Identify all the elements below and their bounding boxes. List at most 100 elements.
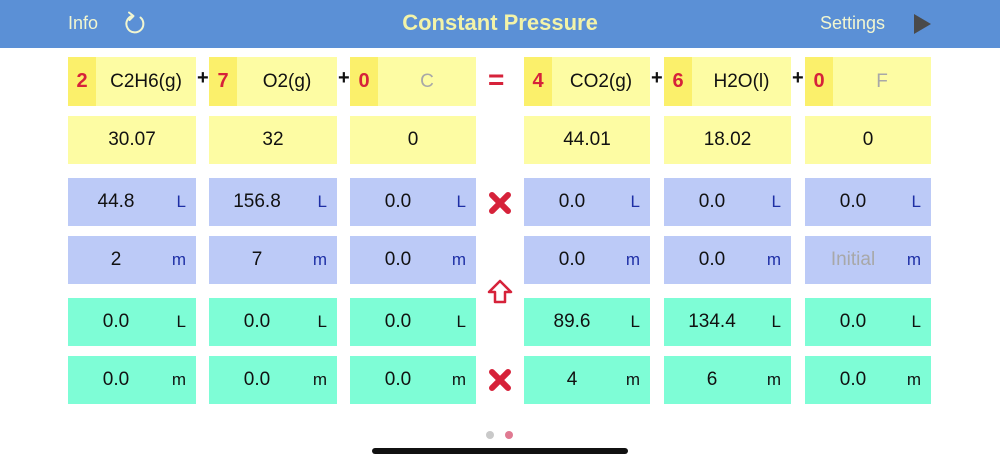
product-3-molar-mass[interactable]: 0: [805, 116, 931, 164]
unit-label: m: [171, 370, 186, 389]
product-2-initial-volume[interactable]: 0.0 L: [664, 178, 791, 226]
product-3-final-volume[interactable]: 0.0 L: [805, 298, 931, 346]
value-text: Initial: [830, 249, 876, 270]
product-2-final-moles[interactable]: 6 m: [664, 356, 791, 404]
unit-label: L: [630, 192, 640, 211]
unit-label: L: [456, 312, 466, 331]
equals-sign: =: [488, 64, 505, 95]
value-text: 0.0: [384, 369, 412, 390]
reactant-1-initial-moles[interactable]: 2 m: [68, 236, 196, 284]
product-1-molar-mass[interactable]: 44.01: [524, 116, 650, 164]
product-3-formula[interactable]: F: [833, 57, 931, 106]
product-1-final-volume[interactable]: 89.6 L: [524, 298, 650, 346]
unit-label: m: [906, 250, 921, 269]
page-dot-2[interactable]: [505, 431, 513, 439]
value-text: 0.0: [839, 191, 867, 212]
unit-label: m: [625, 250, 640, 269]
value-text: 0.0: [839, 369, 867, 390]
unit-label: m: [766, 250, 781, 269]
value-text: 0.0: [102, 311, 130, 332]
unit-label: L: [771, 192, 781, 211]
up-arrow-icon[interactable]: [486, 278, 514, 306]
unit-label: L: [317, 192, 327, 211]
reactant-1-formula[interactable]: C2H6(g): [96, 57, 196, 106]
unit-label: m: [906, 370, 921, 389]
product-1-formula[interactable]: CO2(g): [552, 57, 650, 106]
page-title: Constant Pressure: [402, 10, 598, 35]
product-1-coefficient[interactable]: 4: [524, 57, 552, 106]
unit-label: m: [766, 370, 781, 389]
reactant-1-final-moles[interactable]: 0.0 m: [68, 356, 196, 404]
value-text: 0.0: [558, 191, 586, 212]
refresh-icon[interactable]: [121, 10, 149, 38]
reactant-1-final-volume[interactable]: 0.0 L: [68, 298, 196, 346]
reactant-2-initial-volume[interactable]: 156.8 L: [209, 178, 337, 226]
unit-label: m: [625, 370, 640, 389]
value-text: 0.0: [384, 249, 412, 270]
unit-label: L: [176, 312, 186, 331]
value-text: 44.8: [97, 191, 135, 212]
value-text: 0.0: [102, 369, 130, 390]
reactant-3-coefficient[interactable]: 0: [350, 57, 378, 106]
play-icon[interactable]: [912, 13, 932, 35]
product-1-initial-moles[interactable]: 0.0 m: [524, 236, 650, 284]
reactant-1-coefficient[interactable]: 2: [68, 57, 96, 106]
value-text: 0.0: [384, 311, 412, 332]
unit-label: L: [456, 192, 466, 211]
reactant-3-final-volume[interactable]: 0.0 L: [350, 298, 476, 346]
reactant-3-molar-mass[interactable]: 0: [350, 116, 476, 164]
plus-sign: +: [792, 67, 804, 89]
value-text: 2: [110, 249, 122, 270]
reactant-3-initial-moles[interactable]: 0.0 m: [350, 236, 476, 284]
value-text: 134.4: [688, 311, 736, 332]
reactant-3-formula[interactable]: C: [378, 57, 476, 106]
value-text: 4: [566, 369, 578, 390]
value-text: 7: [251, 249, 263, 270]
plus-sign: +: [338, 67, 350, 89]
unit-label: m: [312, 370, 327, 389]
unit-label: m: [451, 250, 466, 269]
reactant-3-initial-volume[interactable]: 0.0 L: [350, 178, 476, 226]
reactant-1-initial-volume[interactable]: 44.8 L: [68, 178, 196, 226]
product-3-initial-moles[interactable]: Initial m: [805, 236, 931, 284]
product-2-molar-mass[interactable]: 18.02: [664, 116, 791, 164]
x-icon[interactable]: [486, 189, 514, 217]
reactant-2-initial-moles[interactable]: 7 m: [209, 236, 337, 284]
value-text: 89.6: [553, 311, 591, 332]
value-text: 0.0: [243, 369, 271, 390]
product-1-final-moles[interactable]: 4 m: [524, 356, 650, 404]
product-2-final-volume[interactable]: 134.4 L: [664, 298, 791, 346]
reactant-3-final-moles[interactable]: 0.0 m: [350, 356, 476, 404]
page-dot-1[interactable]: [486, 431, 494, 439]
unit-label: L: [911, 192, 921, 211]
info-button[interactable]: Info: [68, 13, 99, 33]
product-3-final-moles[interactable]: 0.0 m: [805, 356, 931, 404]
value-text: 0.0: [558, 249, 586, 270]
value-text: 6: [706, 369, 718, 390]
reactant-2-molar-mass[interactable]: 32: [209, 116, 337, 164]
unit-label: L: [771, 312, 781, 331]
value-text: 156.8: [233, 191, 281, 212]
x-icon[interactable]: [486, 366, 514, 394]
reactant-2-coefficient[interactable]: 7: [209, 57, 237, 106]
plus-sign: +: [651, 67, 663, 89]
value-text: 0.0: [698, 191, 726, 212]
product-2-formula[interactable]: H2O(l): [692, 57, 791, 106]
unit-label: L: [630, 312, 640, 331]
product-3-initial-volume[interactable]: 0.0 L: [805, 178, 931, 226]
reactant-2-final-moles[interactable]: 0.0 m: [209, 356, 337, 404]
product-2-initial-moles[interactable]: 0.0 m: [664, 236, 791, 284]
product-2-coefficient[interactable]: 6: [664, 57, 692, 106]
settings-button[interactable]: Settings: [820, 13, 886, 33]
product-3-coefficient[interactable]: 0: [805, 57, 833, 106]
unit-label: m: [171, 250, 186, 269]
reactant-1-molar-mass[interactable]: 30.07: [68, 116, 196, 164]
product-1-initial-volume[interactable]: 0.0 L: [524, 178, 650, 226]
unit-label: m: [451, 370, 466, 389]
unit-label: L: [911, 312, 921, 331]
home-indicator[interactable]: [372, 448, 628, 454]
value-text: 0.0: [698, 249, 726, 270]
reactant-2-final-volume[interactable]: 0.0 L: [209, 298, 337, 346]
reactant-2-formula[interactable]: O2(g): [237, 57, 337, 106]
